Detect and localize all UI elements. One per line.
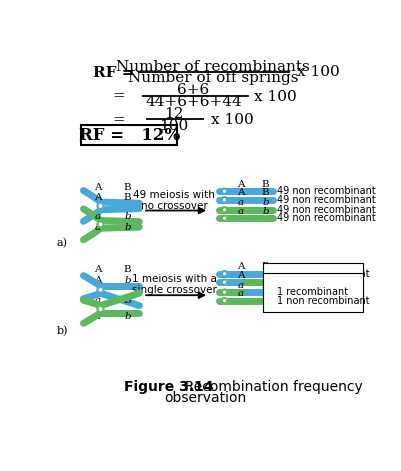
Text: b: b (262, 207, 269, 216)
Text: b: b (124, 223, 131, 232)
Text: 1 recombinant: 1 recombinant (277, 277, 348, 287)
Text: RF =   12%: RF = 12% (79, 127, 180, 144)
Text: A: A (237, 180, 245, 189)
Text: observation: observation (164, 391, 246, 406)
Text: A: A (94, 193, 102, 202)
Text: A: A (94, 265, 102, 274)
Text: a): a) (56, 237, 67, 248)
Circle shape (222, 279, 227, 285)
Text: b: b (262, 289, 269, 298)
Text: RF =: RF = (93, 66, 134, 81)
Circle shape (97, 287, 103, 293)
Text: 49 meiosis with
no crossover: 49 meiosis with no crossover (133, 190, 215, 211)
Text: B: B (262, 180, 269, 189)
Text: B: B (124, 183, 132, 192)
Text: b: b (124, 312, 131, 321)
Circle shape (97, 221, 103, 227)
Circle shape (222, 197, 227, 203)
Circle shape (222, 216, 227, 221)
Text: 12: 12 (164, 106, 184, 121)
Text: a: a (238, 289, 244, 298)
Circle shape (222, 188, 227, 194)
Text: A: A (237, 262, 245, 271)
Circle shape (222, 298, 227, 303)
Text: B: B (262, 262, 269, 271)
Text: b): b) (56, 326, 68, 336)
Text: 49 non recombinant: 49 non recombinant (277, 213, 376, 223)
Circle shape (222, 290, 227, 295)
Text: B: B (124, 296, 132, 305)
Text: Number of recombinants: Number of recombinants (116, 59, 310, 73)
Text: a: a (238, 281, 244, 290)
Circle shape (222, 271, 227, 276)
Text: Figure 3.14: Figure 3.14 (124, 380, 213, 394)
Text: B: B (262, 188, 269, 197)
Text: x 100: x 100 (254, 89, 297, 104)
Text: x 100: x 100 (211, 113, 253, 127)
Text: Recombination frequency: Recombination frequency (176, 380, 363, 394)
Text: 6+6: 6+6 (177, 83, 210, 97)
Text: 49 non recombinant: 49 non recombinant (277, 186, 376, 196)
Text: B: B (124, 265, 132, 274)
Text: A: A (237, 188, 245, 197)
Text: A: A (237, 271, 245, 280)
Text: B: B (262, 281, 269, 290)
Text: b: b (124, 212, 131, 221)
Text: x 100: x 100 (297, 65, 339, 79)
Circle shape (97, 203, 103, 209)
Text: 1 non recombinant: 1 non recombinant (277, 296, 370, 306)
Text: 1 recombinant: 1 recombinant (277, 287, 348, 297)
Text: 49 non recombinant: 49 non recombinant (277, 205, 376, 215)
Text: B: B (124, 193, 132, 202)
Text: a: a (95, 212, 101, 221)
FancyBboxPatch shape (81, 125, 177, 145)
Text: =: = (112, 89, 125, 104)
Circle shape (222, 207, 227, 212)
Text: a: a (238, 198, 244, 207)
Text: a: a (95, 296, 101, 305)
Text: b: b (124, 276, 131, 285)
Text: a: a (95, 312, 101, 321)
Text: A: A (94, 276, 102, 285)
Text: =: = (112, 113, 125, 127)
Text: 44+6+6+44: 44+6+6+44 (145, 95, 242, 109)
Text: a: a (95, 223, 101, 232)
Text: 49 non recombinant: 49 non recombinant (277, 195, 376, 205)
Circle shape (97, 306, 103, 312)
Text: Number of off springs: Number of off springs (128, 71, 298, 85)
Text: A: A (94, 183, 102, 192)
Text: a: a (238, 207, 244, 216)
Text: 1 non recombinant: 1 non recombinant (277, 268, 370, 279)
Text: b: b (262, 271, 269, 280)
Text: 1 meiosis with a
single crossover: 1 meiosis with a single crossover (132, 274, 217, 295)
Text: b: b (262, 198, 269, 207)
Text: 100: 100 (160, 119, 189, 133)
